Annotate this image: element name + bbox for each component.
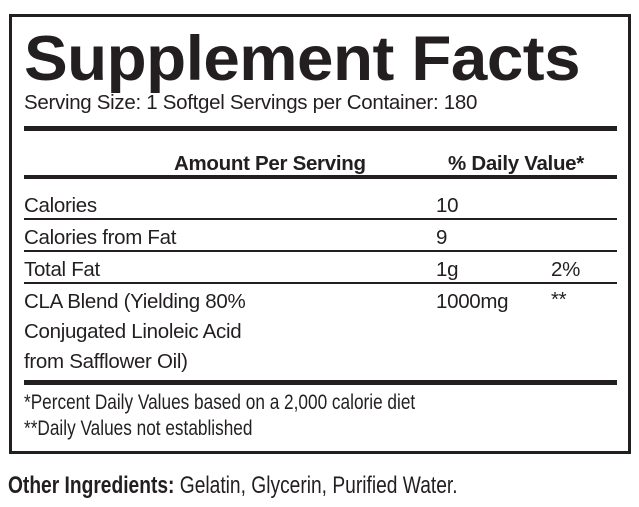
- nutrient-name: CLA Blend (Yielding 80%: [24, 290, 246, 313]
- divider-thick: [24, 126, 617, 131]
- other-ingredients-value: Gelatin, Glycerin, Purified Water.: [174, 472, 458, 499]
- nutrient-amount: 1g: [436, 258, 459, 281]
- divider-thin: [24, 250, 617, 252]
- footnote: **Daily Values not established: [24, 417, 253, 440]
- divider-thick: [24, 380, 617, 385]
- header-amount: Amount Per Serving: [174, 152, 366, 175]
- nutrient-name: from Safflower Oil): [24, 350, 188, 373]
- nutrient-name: Total Fat: [24, 258, 100, 281]
- nutrient-name: Conjugated Linoleic Acid: [24, 320, 242, 343]
- divider-thick: [24, 175, 617, 179]
- serving-info: Serving Size: 1 Softgel Servings per Con…: [24, 91, 478, 114]
- nutrient-daily-value: **: [551, 288, 567, 311]
- header-daily-value: % Daily Value*: [448, 152, 584, 175]
- panel-title: Supplement Facts: [24, 24, 581, 94]
- nutrient-amount: 10: [436, 194, 459, 217]
- other-ingredients-label: Other Ingredients:: [8, 472, 175, 499]
- divider-thin: [24, 282, 617, 284]
- nutrient-amount: 9: [436, 226, 448, 249]
- other-ingredients: Other Ingredients: Gelatin, Glycerin, Pu…: [8, 472, 458, 500]
- nutrient-name: Calories from Fat: [24, 226, 177, 249]
- nutrient-daily-value: 2%: [551, 258, 581, 281]
- nutrient-name: Calories: [24, 194, 97, 217]
- nutrient-amount: 1000mg: [436, 290, 509, 313]
- supplement-facts-panel: Supplement Facts Serving Size: 1 Softgel…: [9, 14, 631, 454]
- footnote: *Percent Daily Values based on a 2,000 c…: [24, 391, 416, 414]
- divider-thin: [24, 218, 617, 220]
